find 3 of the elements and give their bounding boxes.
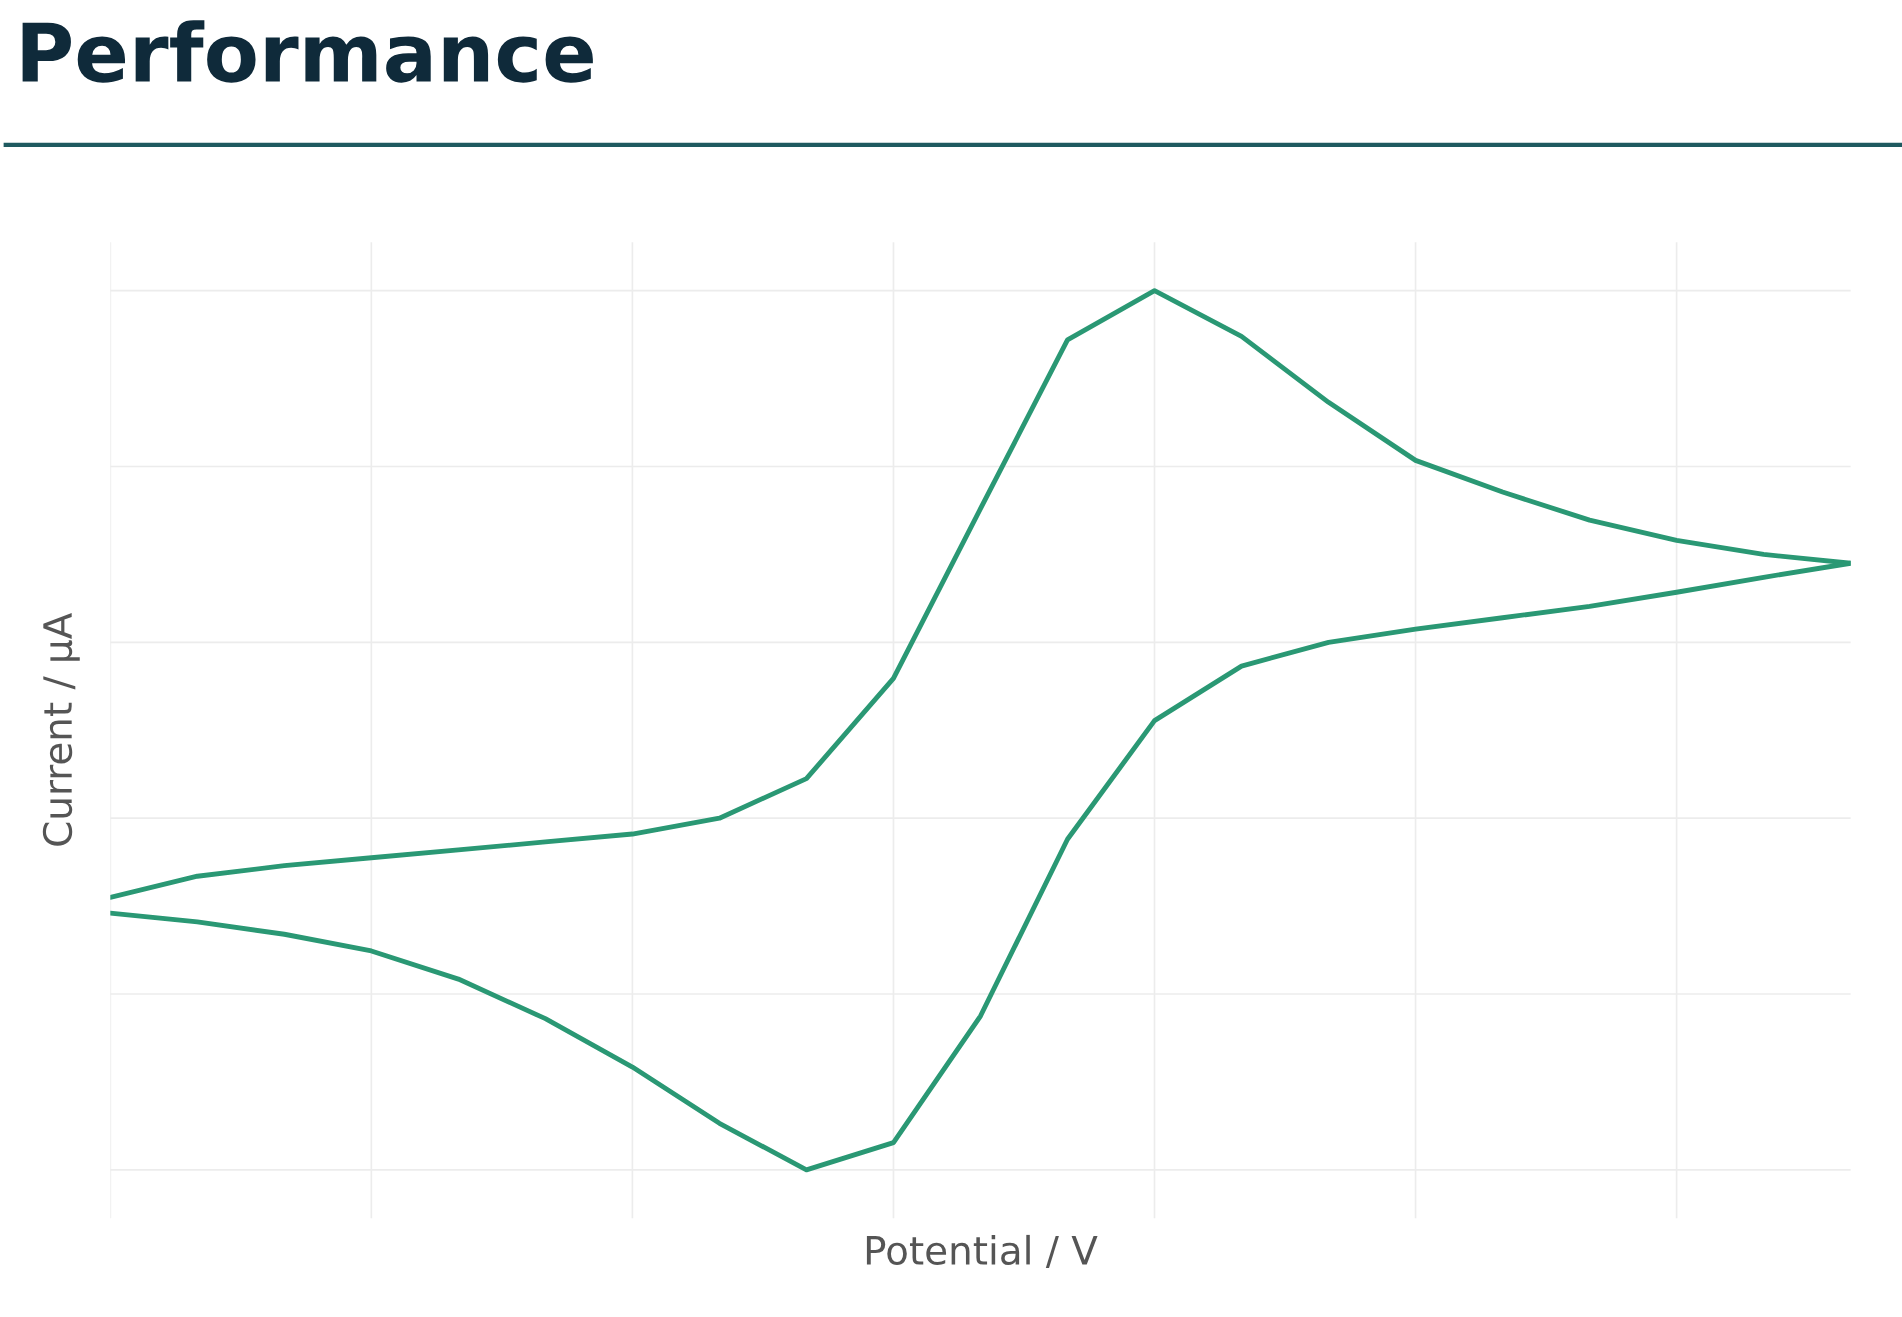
x-axis-title: Potential / V bbox=[866, 1234, 1098, 1269]
chart-title: Performance bbox=[22, 20, 593, 83]
y-axis-title: Current / μA bbox=[42, 612, 80, 846]
